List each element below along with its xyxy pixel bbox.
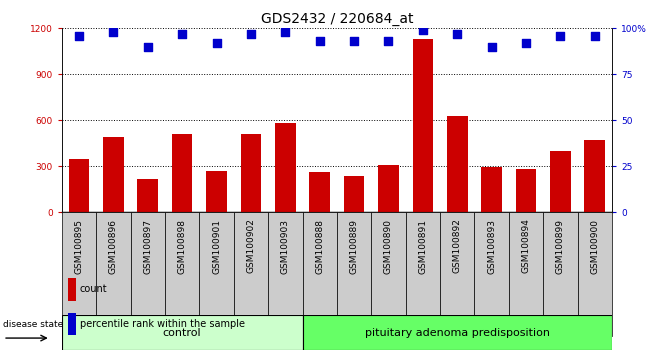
Text: GSM100901: GSM100901 bbox=[212, 219, 221, 274]
Text: GSM100890: GSM100890 bbox=[384, 219, 393, 274]
Text: GSM100895: GSM100895 bbox=[74, 219, 83, 274]
Bar bbox=[413, 39, 433, 212]
Bar bbox=[303, 212, 337, 336]
Point bbox=[555, 33, 566, 39]
Bar bbox=[378, 165, 399, 212]
Bar bbox=[268, 212, 303, 336]
Bar bbox=[585, 140, 605, 212]
Text: percentile rank within the sample: percentile rank within the sample bbox=[79, 319, 245, 329]
Bar bbox=[475, 212, 509, 336]
Text: GSM100888: GSM100888 bbox=[315, 219, 324, 274]
Bar bbox=[303, 315, 612, 350]
Text: disease state: disease state bbox=[3, 320, 63, 330]
Bar bbox=[131, 212, 165, 336]
Point bbox=[349, 38, 359, 44]
Bar bbox=[137, 179, 158, 212]
Bar bbox=[543, 212, 577, 336]
Bar bbox=[440, 212, 475, 336]
Bar bbox=[241, 134, 261, 212]
Bar bbox=[344, 176, 365, 212]
Bar bbox=[275, 124, 296, 212]
Point bbox=[521, 40, 531, 46]
Bar bbox=[199, 212, 234, 336]
Bar bbox=[206, 171, 227, 212]
Text: GSM100891: GSM100891 bbox=[419, 219, 427, 274]
Point bbox=[590, 33, 600, 39]
Bar bbox=[516, 170, 536, 212]
Bar bbox=[509, 212, 543, 336]
Text: count: count bbox=[79, 284, 107, 294]
Bar bbox=[62, 212, 96, 336]
Text: pituitary adenoma predisposition: pituitary adenoma predisposition bbox=[365, 328, 549, 338]
Bar bbox=[550, 151, 571, 212]
Text: GSM100903: GSM100903 bbox=[281, 219, 290, 274]
Bar bbox=[96, 212, 131, 336]
Bar bbox=[68, 313, 76, 335]
Point bbox=[108, 29, 118, 35]
Point bbox=[245, 31, 256, 37]
Bar bbox=[337, 212, 371, 336]
Bar bbox=[172, 134, 193, 212]
Text: GSM100898: GSM100898 bbox=[178, 219, 187, 274]
Point bbox=[452, 31, 462, 37]
Text: GSM100899: GSM100899 bbox=[556, 219, 565, 274]
Bar bbox=[406, 212, 440, 336]
Text: GSM100892: GSM100892 bbox=[452, 219, 462, 274]
Bar bbox=[69, 159, 89, 212]
Point bbox=[74, 33, 84, 39]
Text: GSM100889: GSM100889 bbox=[350, 219, 359, 274]
Bar bbox=[165, 212, 199, 336]
Bar bbox=[234, 212, 268, 336]
Title: GDS2432 / 220684_at: GDS2432 / 220684_at bbox=[260, 12, 413, 26]
Point bbox=[280, 29, 290, 35]
Point bbox=[212, 40, 222, 46]
Point bbox=[486, 44, 497, 50]
Bar bbox=[481, 167, 502, 212]
Text: GSM100902: GSM100902 bbox=[247, 219, 255, 274]
Bar bbox=[447, 116, 467, 212]
Point bbox=[418, 27, 428, 33]
Point bbox=[143, 44, 153, 50]
Text: GSM100897: GSM100897 bbox=[143, 219, 152, 274]
Bar bbox=[68, 278, 76, 301]
Text: GSM100896: GSM100896 bbox=[109, 219, 118, 274]
Bar bbox=[309, 172, 330, 212]
Text: GSM100900: GSM100900 bbox=[590, 219, 600, 274]
Bar bbox=[103, 137, 124, 212]
Point bbox=[177, 31, 187, 37]
Text: GSM100894: GSM100894 bbox=[521, 219, 531, 274]
Bar bbox=[577, 212, 612, 336]
Bar bbox=[62, 315, 303, 350]
Point bbox=[383, 38, 394, 44]
Text: GSM100893: GSM100893 bbox=[487, 219, 496, 274]
Point bbox=[314, 38, 325, 44]
Text: control: control bbox=[163, 328, 202, 338]
Bar bbox=[371, 212, 406, 336]
